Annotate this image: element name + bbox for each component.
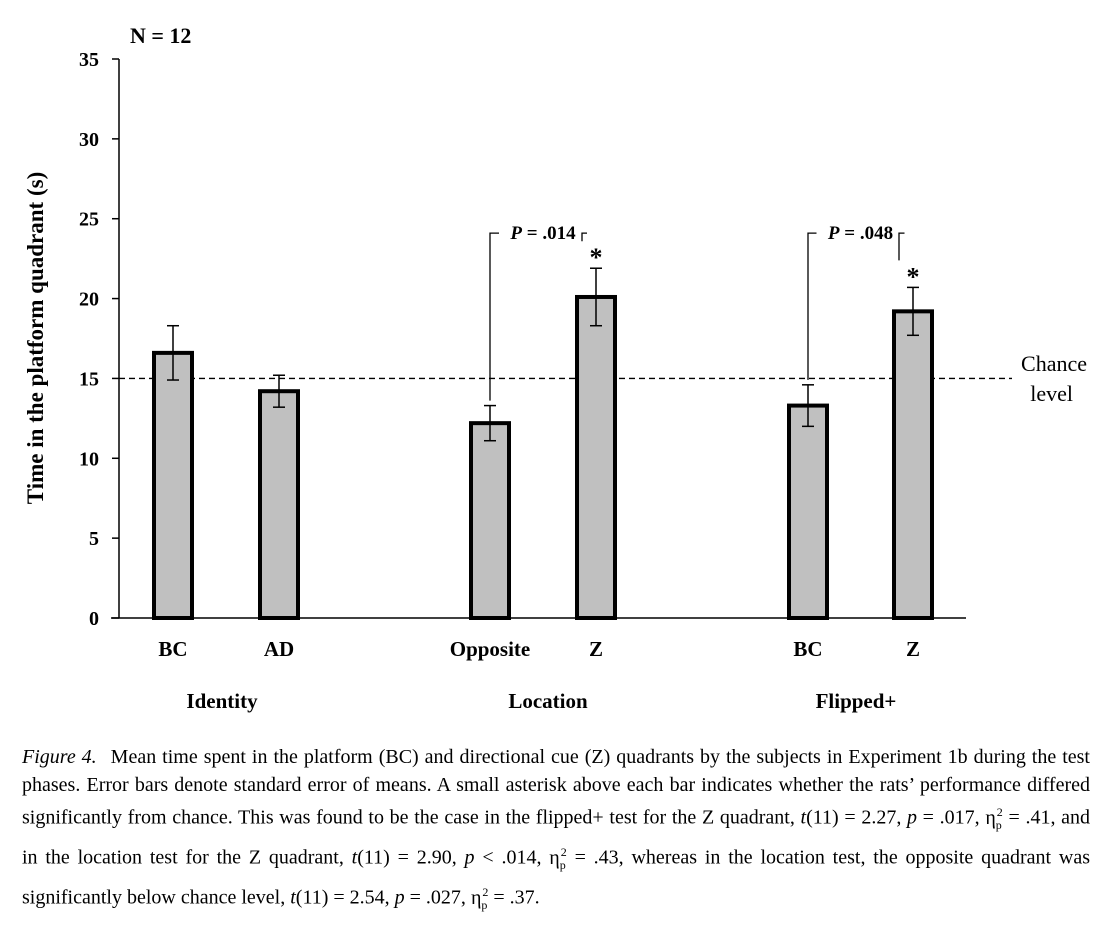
caption-text: Mean time spent in the platform (BC) and… <box>22 746 1090 829</box>
caption-stat-symbol: p <box>394 886 405 909</box>
caption-text: = .017, <box>917 806 986 829</box>
x-axis-labels: BC AD Opposite Z BC Z <box>158 637 920 661</box>
figure-label: Figure 4. <box>22 746 97 768</box>
caption-stat-symbol: t <box>800 806 807 829</box>
comparison-bracket <box>581 232 587 242</box>
chance-level-label: Chance <box>1021 351 1087 376</box>
bar <box>469 421 511 620</box>
caption-eta-symbol: ηp2 <box>470 885 489 912</box>
caption-stat-symbol: p <box>464 846 475 869</box>
bar-chart: N = 12 Time in the platform quadrant (s)… <box>23 23 1087 713</box>
y-tick-label: 10 <box>79 448 99 470</box>
caption-text: = .43, whereas in the location test, the… <box>22 846 1091 909</box>
x-category-label: Z <box>906 637 920 661</box>
comparison-bracket <box>807 232 817 380</box>
caption-text: = .027, <box>404 886 471 909</box>
chance-level-label: level <box>1030 381 1073 406</box>
comparison-brackets: P = .014 P = .048 <box>489 223 905 401</box>
y-tick-label: 15 <box>79 368 99 390</box>
bar <box>258 389 300 620</box>
comparison-bracket <box>898 232 905 261</box>
y-tick-label: 5 <box>89 528 99 550</box>
y-tick-label: 20 <box>79 289 99 311</box>
x-category-label: AD <box>264 637 294 661</box>
sample-size-annotation: N = 12 <box>130 23 191 48</box>
comparison-bracket <box>489 232 499 401</box>
caption-stat-symbol: p <box>907 806 917 829</box>
bar <box>575 294 617 620</box>
y-tick-label: 35 <box>79 49 99 71</box>
x-category-label: Z <box>589 637 603 661</box>
significance-asterisk: * <box>590 243 603 272</box>
comparison-p-value: P = .014 <box>509 223 576 244</box>
bar <box>152 350 194 620</box>
caption-eta-symbol: ηp2 <box>985 805 1003 832</box>
x-group-label: Identity <box>186 689 258 713</box>
caption-text: = .41, and in the location test for the … <box>22 806 1091 869</box>
figure-caption: Figure 4. Mean time spent in the platform… <box>22 744 1090 919</box>
caption-text: = .37. <box>488 886 540 909</box>
caption-text: (11) = 2.54, <box>295 886 395 909</box>
x-category-label: BC <box>158 637 187 661</box>
caption-eta-symbol: ηp2 <box>549 845 567 872</box>
x-category-label: Opposite <box>450 637 531 661</box>
caption-stat-symbol: t <box>351 846 358 869</box>
caption-text: < .014, <box>474 846 550 869</box>
bar <box>787 403 829 620</box>
x-group-label: Location <box>508 689 588 713</box>
group-labels: Identity Location Flipped+ <box>186 689 896 713</box>
y-ticks: 0 5 10 15 20 25 30 35 <box>79 49 119 630</box>
caption-text: (11) = 2.27, <box>806 806 907 829</box>
y-tick-label: 0 <box>89 608 99 630</box>
comparison-p-value: P = .048 <box>827 223 893 244</box>
y-axis-title: Time in the platform quadrant (s) <box>23 172 48 504</box>
y-tick-label: 25 <box>79 209 99 231</box>
x-category-label: BC <box>793 637 822 661</box>
significance-asterisk: * <box>907 262 920 291</box>
bars: ** <box>152 243 934 620</box>
bar <box>892 309 934 620</box>
caption-stat-symbol: t <box>290 886 296 909</box>
caption-text: (11) = 2.90, <box>357 846 465 869</box>
y-tick-label: 30 <box>79 129 99 151</box>
x-group-label: Flipped+ <box>816 689 897 713</box>
